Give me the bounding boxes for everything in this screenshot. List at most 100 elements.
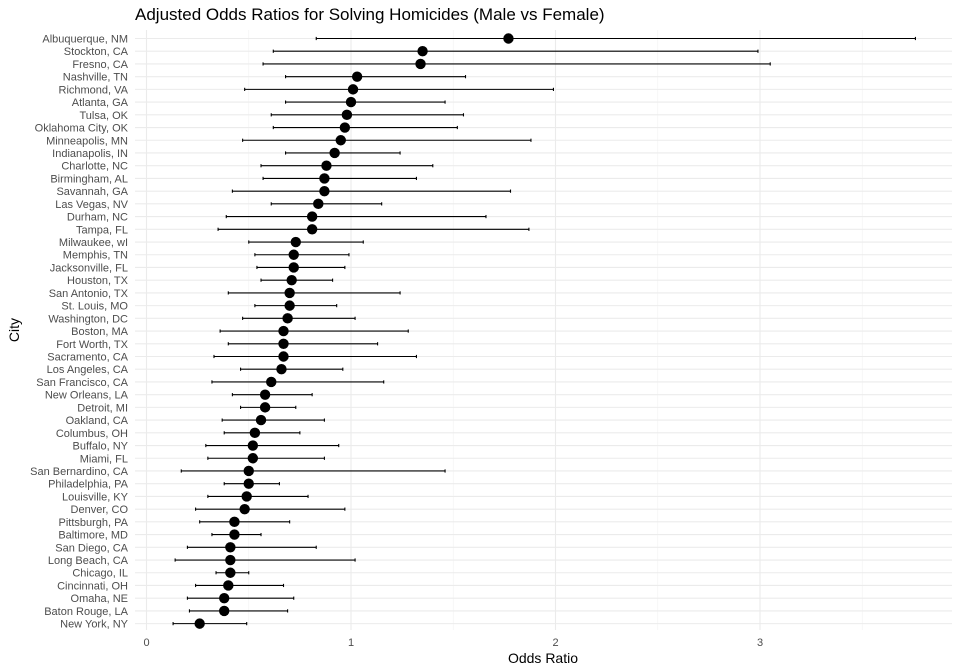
odds-ratio-point: [239, 503, 250, 515]
city-label: Indianapolis, IN: [52, 148, 128, 160]
odds-ratio-point: [225, 542, 236, 553]
city-label: Las Vegas, NV: [55, 199, 128, 211]
city-label: Columbus, OH: [56, 428, 128, 440]
odds-ratio-point: [243, 478, 254, 489]
odds-ratio-point: [249, 427, 261, 439]
city-label: Milwaukee, wI: [59, 237, 128, 249]
city-label: Philadelphia, PA: [48, 479, 129, 491]
city-label: Pittsburgh, PA: [59, 517, 129, 529]
odds-ratio-point: [247, 440, 259, 451]
city-label: Detroit, MI: [77, 402, 128, 414]
city-label: New Orleans, LA: [45, 390, 129, 402]
city-label: Jacksonville, FL: [50, 262, 128, 274]
odds-ratio-point: [278, 338, 289, 349]
odds-ratio-point: [219, 592, 230, 604]
odds-ratio-point: [351, 71, 363, 82]
odds-ratio-point: [319, 185, 330, 197]
odds-ratio-point: [329, 147, 340, 159]
city-label: Fresno, CA: [72, 59, 128, 71]
city-label: Baton Rouge, LA: [44, 606, 128, 618]
odds-ratio-point: [278, 351, 289, 362]
odds-ratio-point: [241, 491, 252, 502]
city-label: Memphis, TN: [63, 250, 128, 262]
odds-ratio-point: [284, 300, 295, 311]
odds-ratio-point: [503, 33, 514, 44]
city-label: Minneapolis, MN: [46, 135, 128, 147]
odds-ratio-point: [286, 274, 297, 286]
odds-ratio-point: [219, 605, 230, 617]
city-label: Oklahoma City, OK: [35, 123, 129, 135]
odds-ratio-point: [284, 287, 295, 299]
city-label: Houston, TX: [67, 275, 129, 287]
city-label: Sacramento, CA: [47, 352, 128, 364]
city-label: Chicago, IL: [72, 568, 128, 580]
odds-ratio-point: [313, 198, 324, 210]
odds-ratio-point: [229, 529, 240, 540]
city-label: Charlotte, NC: [61, 161, 128, 173]
city-label: Los Angeles, CA: [47, 364, 129, 376]
odds-ratio-point: [335, 135, 346, 146]
city-label: Louisville, KY: [62, 491, 129, 503]
odds-ratio-point: [255, 414, 267, 426]
x-tick-label: 0: [143, 637, 149, 649]
city-label: Tulsa, OK: [80, 110, 129, 122]
x-tick-labels: 0 1 2 3: [143, 637, 763, 649]
y-axis-title: City: [6, 318, 22, 342]
odds-ratio-point: [266, 376, 277, 388]
city-label: Richmond, VA: [59, 84, 129, 96]
x-axis-title: Odds Ratio: [508, 650, 578, 666]
city-label: Baltimore, MD: [58, 530, 128, 542]
x-tick-label: 3: [757, 637, 763, 649]
data-marks: [172, 33, 916, 629]
city-label: New York, NY: [60, 619, 129, 631]
odds-ratio-point: [288, 262, 299, 273]
city-label: St. Louis, MO: [61, 301, 128, 313]
odds-ratio-point: [306, 211, 318, 222]
city-label: Denver, CO: [71, 504, 129, 516]
odds-ratio-point: [341, 109, 353, 121]
city-label: San Diego, CA: [55, 542, 128, 554]
city-label: Long Beach, CA: [48, 555, 129, 567]
odds-ratio-point: [229, 516, 240, 528]
odds-ratio-point: [339, 122, 351, 133]
city-label: Omaha, NE: [71, 593, 128, 605]
city-label: Savannah, GA: [56, 186, 128, 198]
odds-ratio-point: [225, 567, 236, 578]
city-label: Fort Worth, TX: [56, 339, 128, 351]
odds-ratio-point: [319, 173, 330, 184]
odds-ratio-point: [278, 325, 289, 337]
odds-ratio-point: [243, 465, 254, 477]
odds-ratio-point: [415, 58, 426, 70]
chart-title: Adjusted Odds Ratios for Solving Homicid…: [135, 5, 605, 24]
odds-ratio-point: [225, 554, 236, 566]
city-label: Atlanta, GA: [72, 97, 129, 109]
odds-ratio-point: [288, 249, 299, 260]
odds-ratio-point: [306, 224, 318, 235]
odds-ratio-point: [276, 364, 287, 375]
x-tick-label: 1: [348, 637, 354, 649]
city-label: San Francisco, CA: [36, 377, 128, 389]
city-label: Durham, NC: [67, 212, 128, 224]
grid-lines: [135, 30, 952, 630]
city-label: Stockton, CA: [64, 46, 129, 58]
city-label: Boston, MA: [71, 326, 129, 338]
odds-ratio-point: [247, 453, 259, 464]
city-label: San Antonio, TX: [49, 288, 129, 300]
city-label: Cincinnati, OH: [57, 580, 128, 592]
odds-ratio-point: [345, 96, 357, 108]
city-label: Buffalo, NY: [73, 441, 129, 453]
odds-ratio-point: [194, 618, 205, 629]
odds-ratio-point: [321, 160, 332, 171]
city-label: Tampa, FL: [76, 224, 128, 236]
odds-ratio-point: [417, 46, 428, 57]
city-label: Washington, DC: [48, 313, 128, 325]
odds-ratio-point: [223, 580, 234, 591]
odds-ratio-point: [347, 84, 359, 95]
odds-ratio-point: [259, 389, 271, 400]
odds-ratio-point: [259, 402, 271, 413]
city-label: San Bernardino, CA: [30, 466, 128, 478]
x-tick-label: 2: [552, 637, 558, 649]
city-label: Birmingham, AL: [50, 173, 128, 185]
